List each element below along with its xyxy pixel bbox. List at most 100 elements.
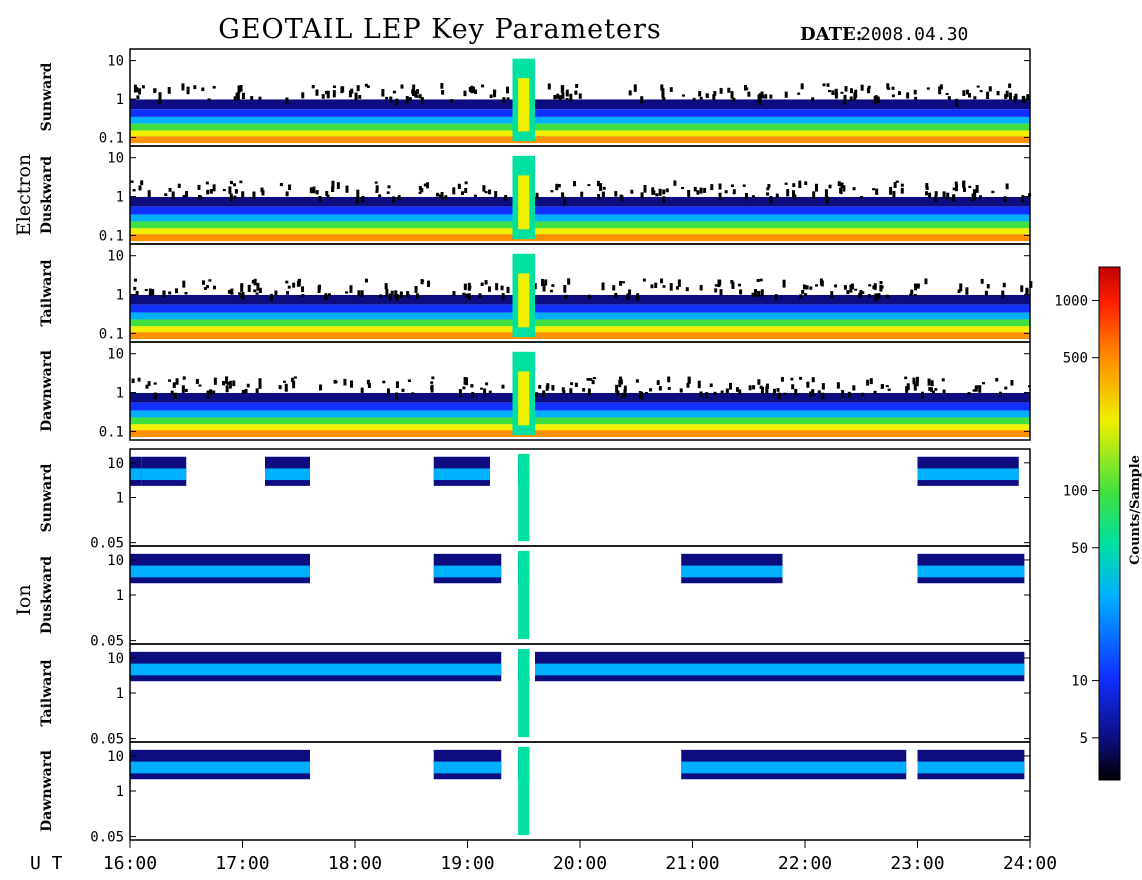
electron-speckle xyxy=(640,96,644,104)
electron-speckle xyxy=(974,385,978,392)
electron-speckle xyxy=(392,196,396,203)
electron-band xyxy=(130,99,1030,110)
electron-speckle xyxy=(147,381,151,387)
electron-speckle xyxy=(431,376,435,380)
x-ticks: 16:00 17:00 18:00 19:00 20:00 21:00 22:00 23:00… xyxy=(103,840,1057,874)
electron-speckle xyxy=(366,85,370,88)
electron-band xyxy=(130,332,1030,340)
electron-speckle xyxy=(367,382,371,389)
electron-speckle xyxy=(212,390,216,395)
electron-speckle xyxy=(399,291,403,298)
electron-speckle xyxy=(696,190,700,195)
electron-speckle xyxy=(667,387,671,390)
electron-speckle xyxy=(414,286,418,293)
electron-speckle xyxy=(360,290,364,298)
electron-speckle xyxy=(385,96,389,100)
y-tick-label: 0.1 xyxy=(99,228,124,244)
electron-speckle xyxy=(954,184,958,192)
electron-speckle xyxy=(463,90,467,97)
ion-patch-core xyxy=(535,663,1025,676)
electron-speckle xyxy=(719,87,723,94)
electron-band xyxy=(130,312,1030,320)
electron-speckle xyxy=(379,294,383,298)
electron-speckle xyxy=(791,384,795,390)
electron-speckle xyxy=(905,386,909,393)
electron-speckle xyxy=(853,92,857,101)
electron-speckle xyxy=(201,87,205,92)
electron-speckle xyxy=(468,87,472,91)
electron-speckle xyxy=(138,185,142,191)
electron-speckle xyxy=(326,90,330,99)
ion-burst xyxy=(518,550,530,640)
electron-speckle xyxy=(643,184,647,193)
electron-speckle xyxy=(830,291,834,298)
date-value: 2008.04.30 xyxy=(860,24,968,45)
electron-speckle xyxy=(991,190,995,194)
x-tick-label: 19:00 xyxy=(440,853,494,874)
electron-speckle xyxy=(698,91,702,97)
ion-spectrogram-2 xyxy=(130,648,1025,738)
electron-speckle xyxy=(764,94,768,99)
electron-speckle xyxy=(699,96,703,100)
electron-speckle xyxy=(269,293,273,301)
electron-speckle xyxy=(705,392,709,399)
electron-speckle xyxy=(798,180,802,188)
electron-band xyxy=(130,410,1030,418)
electron-speckle xyxy=(395,392,399,400)
electron-speckle xyxy=(326,194,330,199)
electron-speckle xyxy=(241,292,245,300)
electron-speckle xyxy=(805,285,809,290)
panel-label-electron-dawnward: Dawnward xyxy=(39,350,55,432)
electron-speckle xyxy=(278,385,282,390)
electron-speckle xyxy=(226,381,230,385)
electron-speckle xyxy=(934,195,938,202)
electron-speckle xyxy=(675,286,679,290)
electron-speckle xyxy=(947,96,951,100)
electron-speckle xyxy=(984,290,988,296)
electron-speckle xyxy=(290,377,294,382)
electron-speckle xyxy=(799,376,803,380)
electron-speckle xyxy=(730,91,734,99)
electron-speckle xyxy=(760,289,764,297)
electron-speckle xyxy=(558,95,562,102)
electron-speckle xyxy=(655,193,659,197)
electron-speckle xyxy=(285,191,289,197)
electron-speckle xyxy=(952,194,956,200)
electron-speckle xyxy=(635,294,639,299)
electron-speckle xyxy=(350,88,354,94)
electron-speckle xyxy=(662,285,666,288)
electron-speckle xyxy=(806,381,810,388)
electron-speckle xyxy=(881,384,885,389)
electron-speckle xyxy=(506,97,510,100)
electron-speckle xyxy=(315,190,319,195)
electron-speckle xyxy=(724,190,728,194)
electron-speckle xyxy=(979,90,983,93)
y-tick-label: 1 xyxy=(116,491,124,507)
electron-speckle xyxy=(406,294,410,297)
electron-speckle xyxy=(1021,195,1025,203)
electron-speckle xyxy=(975,185,979,193)
electron-speckle xyxy=(973,96,977,100)
electron-speckle xyxy=(233,183,237,187)
electron-speckle xyxy=(133,84,137,93)
electron-speckle xyxy=(573,180,577,187)
electron-speckle xyxy=(327,293,331,297)
electron-speckle xyxy=(415,95,419,98)
electron-speckle xyxy=(406,291,410,297)
electron-speckle xyxy=(1005,183,1009,190)
electron-speckle xyxy=(209,389,213,395)
ion-burst xyxy=(518,648,530,738)
electron-speckle xyxy=(550,190,554,193)
electron-speckle xyxy=(286,291,290,295)
electron-speckle xyxy=(237,85,241,94)
electron-speckle xyxy=(488,189,492,194)
electron-speckle xyxy=(753,289,757,297)
electron-burst-core xyxy=(518,371,530,426)
electron-speckle xyxy=(392,90,396,94)
electron-speckle xyxy=(965,287,969,295)
electron-speckle xyxy=(382,380,386,384)
electron-speckle xyxy=(913,294,917,297)
electron-speckle xyxy=(325,190,329,196)
electron-speckle xyxy=(293,376,297,379)
electron-speckle xyxy=(727,87,731,93)
